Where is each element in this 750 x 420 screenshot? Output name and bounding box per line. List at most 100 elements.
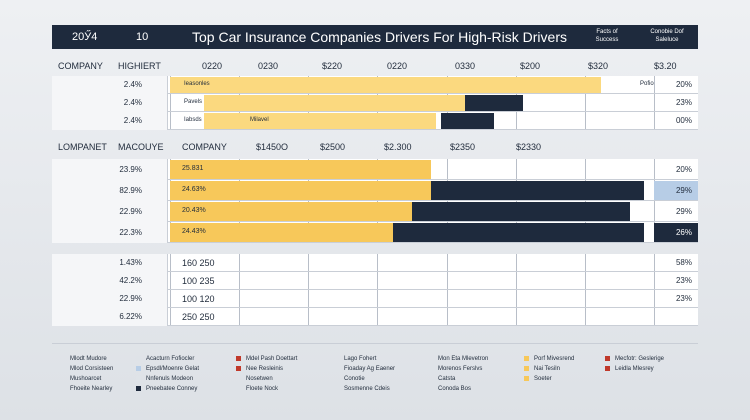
section-1-col-a: COMPANY — [58, 61, 103, 71]
grid-line — [515, 290, 517, 307]
value-highlight — [654, 223, 698, 242]
bar-label: 25.831 — [182, 164, 204, 172]
header-right-a: Facts of Success — [587, 28, 627, 44]
legend-swatch — [428, 366, 433, 371]
legend-swatch — [136, 386, 141, 391]
grid-line — [446, 159, 448, 179]
bar-tag: Ieasonles — [184, 81, 210, 87]
legend-swatch — [236, 356, 241, 361]
legend-label: Pneebatee Conney — [146, 386, 198, 392]
bar-yellow — [170, 77, 601, 93]
legend-item: Fhoeite Nearley — [60, 384, 113, 394]
tick-label: 0220 — [387, 61, 408, 71]
row-value: 26% — [675, 227, 692, 237]
grid-line — [446, 254, 448, 271]
row-label: 100 120 — [182, 294, 215, 304]
title-bar: 20Ӳ4 10 Top Car Insurance Companies Driv… — [52, 25, 698, 49]
legend-item: Sosmenne Cdeis — [334, 384, 395, 394]
legend-column: Acacturn Fofiocler Epsdl/Moenre Gelat Nnfe… — [136, 354, 199, 394]
legend-column: Porf Mivesrend Nai Tesiln Soeter — [524, 354, 574, 384]
legend-item: Lago Fohert — [334, 354, 395, 364]
bar-yellow — [170, 181, 432, 200]
grid-line — [654, 201, 655, 221]
legend-label: Lago Fohert — [344, 356, 377, 362]
grid-line — [654, 290, 655, 307]
legend-item: Fioaday Ag Eaener — [334, 364, 395, 374]
grid-line — [170, 112, 171, 129]
row-value: 23% — [675, 276, 692, 285]
legend-swatch — [605, 356, 610, 361]
legend-item: Mushoarcet — [60, 374, 113, 384]
bar-tag: Pavels — [184, 99, 203, 105]
grid-line — [446, 290, 448, 307]
row-value: 23% — [675, 294, 692, 303]
row-value: 23% — [675, 98, 692, 107]
grid-line — [584, 272, 586, 289]
row-label-cell — [52, 112, 168, 130]
legend-item: Nee Resleinis — [236, 364, 297, 374]
legend-column: Mecfotr: Geslerige Leidla Mlesrey — [605, 354, 664, 374]
legend-item: Leidla Mlesrey — [605, 364, 664, 374]
table-row: 6.22% 250 250 — [52, 308, 698, 326]
tick-label: $2500 — [320, 142, 346, 152]
legend-label: Mushoarcet — [70, 376, 102, 382]
legend-label: Soeter — [534, 376, 552, 382]
grid-line — [584, 159, 586, 179]
row-label-cell — [52, 290, 168, 308]
chart-title: Top Car Insurance Companies Drivers For … — [192, 29, 567, 45]
legend-swatch — [524, 356, 529, 361]
grid-line — [170, 94, 171, 111]
bar-tag: Iabsds — [184, 117, 202, 123]
legend-swatch — [428, 376, 433, 381]
legend-swatch — [334, 376, 339, 381]
legend-swatch — [334, 366, 339, 371]
legend-label: Fhoeite Nearley — [70, 386, 113, 392]
grid-line — [654, 159, 655, 179]
row-percent: 2.4% — [123, 116, 142, 125]
legend-label: Morenos Ferslvs — [438, 366, 483, 372]
section-2-col-c: COMPANY — [182, 142, 227, 152]
row-percent: 22.3% — [119, 227, 142, 237]
legend-item: Conoda Bos — [428, 384, 488, 394]
grid-line — [308, 254, 310, 271]
grid-line — [654, 76, 655, 93]
legend-item: Mlodt Mudore — [60, 354, 113, 364]
grid-line — [239, 254, 241, 271]
grid-line — [584, 308, 586, 325]
tick-label: $220 — [322, 61, 343, 71]
legend-item: Floete Nock — [236, 384, 297, 394]
legend-item: Mon Eta Mlevetron — [428, 354, 488, 364]
tick-label: 0230 — [258, 61, 279, 71]
grid-line — [584, 254, 586, 271]
tick-label: $2330 — [516, 142, 542, 152]
legend-swatch — [60, 356, 65, 361]
tick-label: $1450O — [256, 142, 289, 152]
bar-tag-secondary: Milavel — [250, 117, 269, 123]
legend-label: Mon Eta Mlevetron — [438, 356, 489, 362]
row-percent: 22.9% — [119, 294, 142, 303]
row-value: 29% — [675, 206, 692, 216]
legend-swatch — [334, 356, 339, 361]
row-value: 58% — [675, 258, 692, 267]
legend-label: Conoda Bos — [438, 386, 472, 392]
bar-navy — [431, 181, 645, 200]
legend-label: Mdel Pash Doettart — [246, 356, 298, 362]
grid-line — [654, 254, 655, 271]
legend-label: Fioaday Ag Eaener — [344, 366, 396, 372]
header-year: 20Ӳ4 — [72, 31, 98, 43]
chart-section-3: 1.43% 160 250 58% 42.2% 100 235 23% 22.9% 100 1… — [52, 254, 698, 326]
section-2-header: LOMPANET MACOUYE COMPANY $1450O $2500 $2… — [52, 137, 698, 157]
legend-item: Mecfotr: Geslerige — [605, 354, 664, 364]
tick-label: $3.20 — [654, 61, 677, 71]
grid-line — [170, 308, 171, 325]
row-value: 29% — [675, 185, 692, 195]
legend-item: Mlod Corsisteen — [60, 364, 113, 374]
legend-swatch — [605, 366, 610, 371]
row-label-cell — [52, 272, 168, 290]
legend-item: Soeter — [524, 374, 574, 384]
header-right-b-line2: Saleluce — [655, 37, 679, 43]
grid-line — [654, 272, 655, 289]
legend-column: Mon Eta Mlevetron Morenos Ferslvs Catsta Co… — [428, 354, 488, 394]
bar-yellow — [203, 95, 466, 111]
header-right-b-line1: Conobie Dof — [650, 29, 684, 35]
